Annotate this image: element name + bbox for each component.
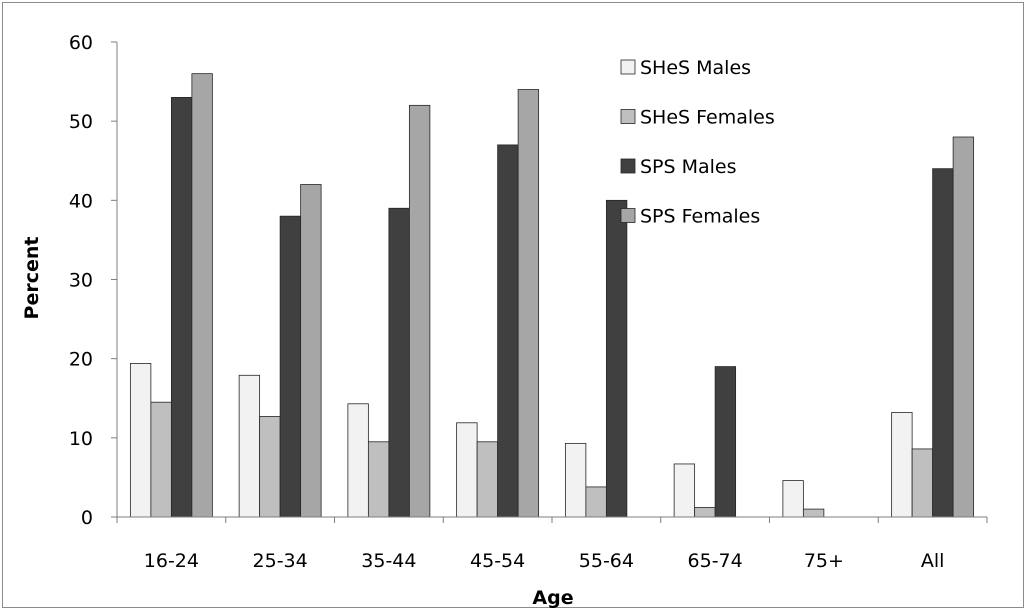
- bar-shes-males-1624: [129, 363, 152, 518]
- bar-shes-males-5564: [564, 442, 587, 518]
- bar-sps-females-4554: [517, 89, 540, 518]
- x-axis-title: Age: [532, 587, 573, 609]
- bar-shes-males-6574: [673, 463, 696, 518]
- x-tick-label: 65-74: [688, 550, 743, 572]
- y-axis-ticks: 0 10 20 30 40 50 60: [69, 32, 117, 529]
- y-tick-label: 10: [69, 428, 93, 450]
- bar-sps-females-all: [952, 136, 975, 518]
- bar-shes-males-2534: [238, 374, 261, 518]
- legend-swatch: [620, 158, 636, 174]
- bar-sps-females-3544: [408, 104, 431, 518]
- bar-shes-females-5564: [585, 486, 607, 518]
- y-tick-label: 0: [81, 507, 93, 529]
- x-tick-label: 35-44: [361, 550, 416, 572]
- bar-shes-females-1624: [150, 401, 172, 518]
- bar-sps-males-all: [932, 168, 954, 518]
- bar-sps-males-3544: [388, 207, 410, 518]
- bar-shes-males-3544: [347, 403, 369, 518]
- bar-shes-males-4554: [456, 422, 478, 518]
- legend-label: SPS Females: [640, 206, 760, 228]
- bar-sps-males-4554: [497, 144, 519, 518]
- x-tick-label: 55-64: [579, 550, 634, 572]
- y-tick-label: 20: [69, 349, 93, 371]
- bar-shes-females-4554: [476, 441, 499, 518]
- x-tick-label: All: [921, 550, 945, 572]
- bar-shes-females-3544: [367, 441, 390, 518]
- x-tick-label: 45-54: [470, 550, 525, 572]
- bars-layer: [129, 73, 975, 518]
- y-tick-label: 60: [69, 32, 93, 54]
- bar-sps-males-6574: [714, 366, 737, 518]
- legend-swatch: [620, 59, 636, 75]
- legend-label: SHeS Males: [640, 57, 751, 79]
- bar-sps-males-2534: [279, 215, 302, 518]
- x-tick-label: 75+: [804, 550, 844, 572]
- bar-shes-males-all: [891, 412, 913, 518]
- x-tick-label: 16-24: [144, 550, 199, 572]
- legend-swatch: [620, 208, 636, 223]
- bar-sps-females-2534: [300, 184, 322, 518]
- y-tick-label: 40: [69, 190, 93, 212]
- bar-shes-females-6574: [694, 507, 716, 518]
- y-axis-title: Percent: [21, 237, 43, 320]
- legend-swatch: [620, 109, 636, 124]
- bar-shes-males-75: [782, 480, 804, 518]
- legend-label: SHeS Females: [640, 107, 775, 129]
- bar-sps-males-1624: [170, 97, 193, 518]
- bar-shes-females-75: [802, 508, 825, 518]
- x-tick-label: 25-34: [253, 550, 308, 572]
- bar-sps-females-1624: [191, 73, 213, 518]
- legend-label: SPS Males: [640, 156, 737, 178]
- legend: SHeS Males SHeS Females SPS Males SPS Femal…: [620, 57, 775, 228]
- x-axis-ticks: 16-24 25-34 35-44 45-54 55-64 65-74 75+ All: [116, 517, 988, 572]
- bar-shes-females-all: [911, 448, 934, 518]
- y-tick-label: 30: [69, 270, 93, 292]
- bar-sps-males-5564: [605, 199, 628, 518]
- bar-shes-females-2534: [259, 416, 281, 518]
- y-tick-label: 50: [69, 111, 93, 133]
